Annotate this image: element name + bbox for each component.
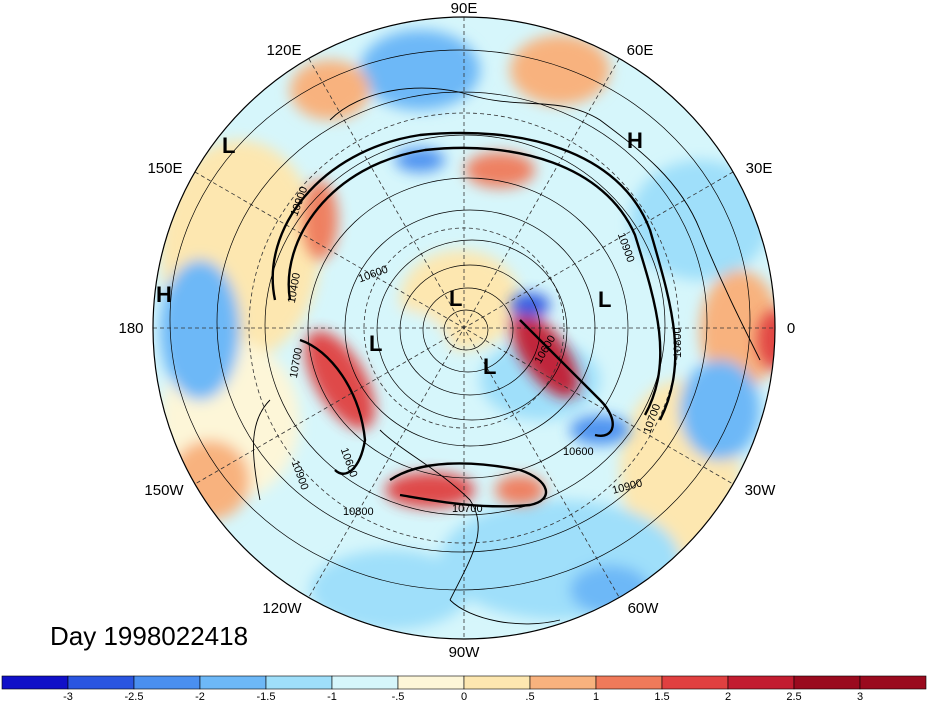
lon-label-60w: 60W: [628, 600, 660, 617]
colorbar-tick-label: -3: [63, 691, 73, 702]
day-label: Day 1998022418: [50, 621, 248, 651]
lon-label-150w: 150W: [144, 482, 184, 499]
colorbar-segment: [793, 675, 861, 690]
longitude-labels: 90E 120E 60E 150E 30E 180 0 150W 30W 120…: [118, 0, 795, 661]
colorbar-tick-label: -2: [195, 691, 205, 702]
lon-label-90e: 90E: [451, 0, 478, 17]
colorbar-segment: [397, 675, 465, 690]
colorbar-segment: [529, 675, 597, 690]
colorbar-tick-label: 2: [725, 691, 731, 702]
lon-label-30e: 30E: [746, 160, 773, 177]
colorbar-segment: [1, 675, 69, 690]
map-border: [152, 16, 776, 640]
colorbar-segment: [859, 675, 927, 690]
colorbar-tick-label: 0: [461, 691, 467, 702]
colorbar-tick-label: 3: [857, 691, 863, 702]
anomaly-field: [153, 17, 775, 639]
colorbar-tick-label: -1.5: [257, 691, 276, 702]
pressure-systems: L H H L L L L: [156, 128, 643, 379]
colorbar-segment: [265, 675, 333, 690]
contour-label: 10400: [286, 272, 303, 304]
contour-label: 10700: [452, 503, 483, 515]
colorbar-segment: [133, 675, 201, 690]
low-pressure-marker: L: [598, 287, 611, 312]
lon-label-0: 0: [787, 320, 795, 337]
low-pressure-marker: L: [483, 354, 496, 379]
colorbar-tick-label: 1.5: [654, 691, 669, 702]
colorbar-tick-label: -.5: [392, 691, 405, 702]
contour-label: 10600: [563, 446, 594, 458]
low-pressure-marker: L: [222, 133, 235, 158]
colorbar-segment: [727, 675, 795, 690]
colorbar-tick-label: -2.5: [125, 691, 144, 702]
low-pressure-marker: L: [449, 286, 462, 311]
colorbar-tick-label: .5: [525, 691, 534, 702]
colorbar-segment: [661, 675, 729, 690]
lon-label-120w: 120W: [262, 600, 302, 617]
lon-label-150e: 150E: [147, 160, 182, 177]
colorbar-segment: [67, 675, 135, 690]
colorbar: -3 -2.5 -2 -1.5 -1 -.5 0 .5 1 1.5 2 2.5 3: [1, 675, 927, 702]
colorbar-segment: [595, 675, 663, 690]
low-pressure-marker: L: [369, 331, 382, 356]
colorbar-tick-label: 1: [593, 691, 599, 702]
contour-label: 10700: [288, 347, 305, 379]
colorbar-tick-label: -1: [327, 691, 337, 702]
high-pressure-marker: H: [627, 128, 643, 153]
colorbar-tick-label: 2.5: [786, 691, 801, 702]
colorbar-segment: [199, 675, 267, 690]
lon-label-60e: 60E: [627, 42, 654, 59]
lon-label-90w: 90W: [449, 644, 481, 661]
colorbar-segment: [331, 675, 399, 690]
colorbar-segment: [463, 675, 531, 690]
lon-label-30w: 30W: [745, 482, 777, 499]
high-pressure-marker: H: [156, 282, 172, 307]
contour-label: 10800: [343, 506, 374, 518]
lon-label-120e: 120E: [266, 42, 301, 59]
lon-label-180: 180: [118, 320, 143, 337]
contour-label: 10800: [672, 327, 684, 358]
